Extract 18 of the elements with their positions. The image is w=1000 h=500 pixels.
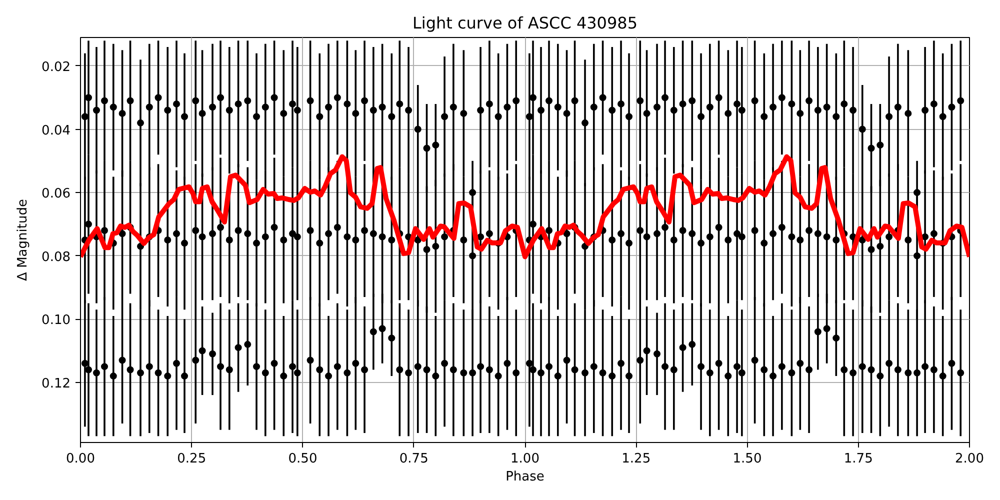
x-tick-label: 0.75 <box>399 452 428 466</box>
y-tick-label: 0.08 <box>42 250 71 265</box>
y-tick-label: 0.10 <box>42 313 71 328</box>
x-tick-label: 1.25 <box>622 452 651 466</box>
y-axis-title: Δ Magnitude <box>16 199 31 281</box>
x-tick-label: 2.00 <box>955 452 984 466</box>
x-tick-label: 1.50 <box>732 452 762 466</box>
y-tick-label: 0.04 <box>42 123 71 138</box>
x-tick-label: 1.00 <box>510 452 540 466</box>
x-axis-title: Phase <box>506 470 544 484</box>
x-tick-label: 0.50 <box>288 452 318 466</box>
x-tick-label: 1.75 <box>844 452 873 466</box>
y-tick-label: 0.06 <box>42 186 71 202</box>
x-tick-label: 0.25 <box>177 452 206 466</box>
x-tick-label: 0.00 <box>66 452 95 466</box>
y-tick-label: 0.12 <box>42 376 71 392</box>
y-tick-label: 0.02 <box>42 60 71 75</box>
chart-title: Light curve of ASCC 430985 <box>412 14 638 32</box>
